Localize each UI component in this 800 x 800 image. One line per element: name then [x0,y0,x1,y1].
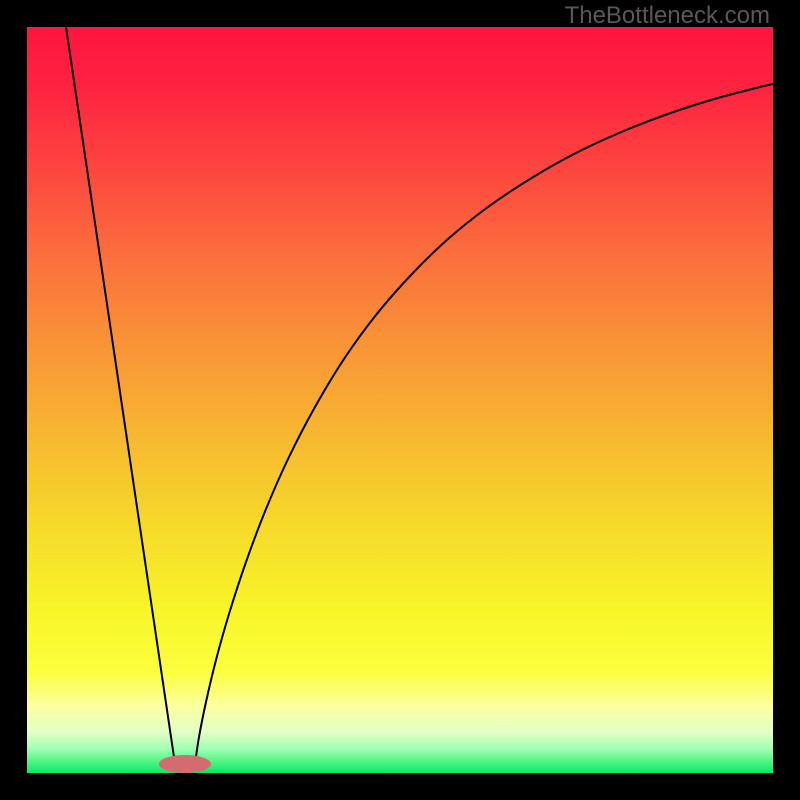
left-curve [66,27,175,764]
border-right [773,0,800,800]
watermark-text: TheBottleneck.com [565,2,770,30]
right-curve [195,84,773,764]
minimum-marker [159,755,211,773]
border-bottom [0,773,800,800]
curves-layer [27,27,773,773]
plot-area [27,27,773,773]
chart-frame: TheBottleneck.com [0,0,800,800]
border-left [0,0,27,800]
